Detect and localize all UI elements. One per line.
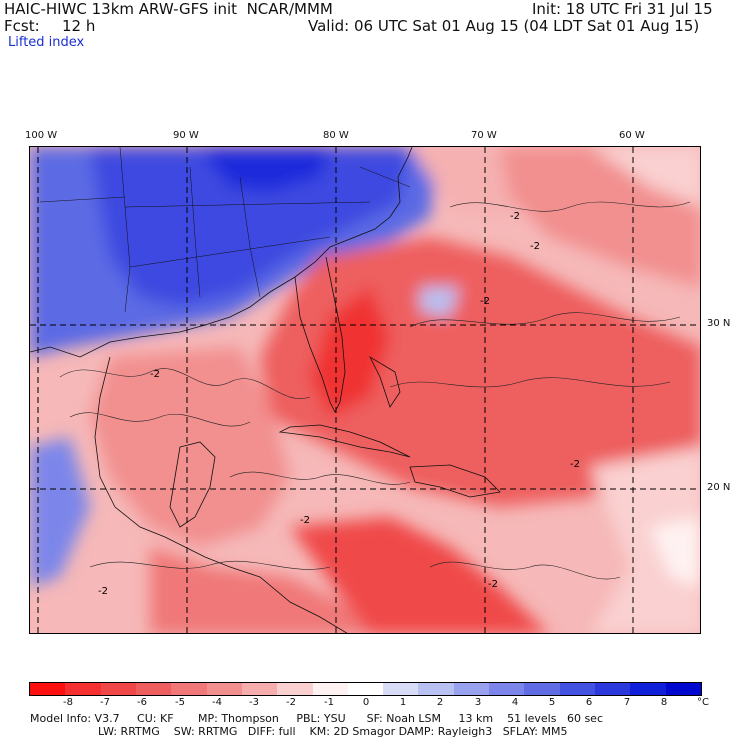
- colorbar-tick: -4: [212, 697, 222, 708]
- lon-label-70w: 70 W: [471, 130, 497, 141]
- valid-time: Valid: 06 UTC Sat 01 Aug 15 (04 LDT Sat …: [308, 17, 700, 35]
- colorbar-tick: -6: [137, 697, 147, 708]
- lat-label-30n: 30 N: [707, 318, 731, 329]
- colorbar-tick: -7: [100, 697, 110, 708]
- contour-label: -2: [530, 241, 540, 252]
- colorbar-swatch: [277, 683, 313, 695]
- lon-label-60w: 60 W: [619, 130, 645, 141]
- model-info-line1: Model Info: V3.7 CU: KF MP: Thompson PBL…: [30, 712, 603, 725]
- colorbar-tick: 7: [623, 697, 631, 708]
- forecast-hour: 12 h: [62, 17, 96, 35]
- colorbar: [29, 682, 702, 696]
- lifted-index-map: -2 -2 -2 -2 -2 -2 -2 -2: [29, 146, 701, 634]
- colorbar-tick: -3: [249, 697, 259, 708]
- colorbar-swatch: [383, 683, 419, 695]
- colorbar-tick: 0: [362, 697, 370, 708]
- lat-label-20n: 20 N: [707, 482, 731, 493]
- variable-name: Lifted index: [8, 35, 85, 50]
- colorbar-swatch: [30, 683, 66, 695]
- contour-label: -2: [300, 515, 310, 526]
- colorbar-swatch: [453, 683, 490, 695]
- contour-label: -2: [98, 586, 108, 597]
- colorbar-tick: 1: [399, 697, 407, 708]
- colorbar-tick: -2: [286, 697, 296, 708]
- colorbar-tick: -5: [175, 697, 185, 708]
- map-title: HAIC-HIWC 13km ARW-GFS init NCAR/MMM: [4, 0, 333, 18]
- forecast-label: Fcst:: [4, 17, 40, 35]
- colorbar-swatch: [206, 683, 242, 695]
- map-canvas: -2 -2 -2 -2 -2 -2 -2 -2: [30, 147, 700, 633]
- colorbar-swatch: [100, 683, 136, 695]
- lifted-index-contours: [59, 201, 691, 580]
- colorbar-tick: 3: [474, 697, 482, 708]
- colorbar-swatch: [241, 683, 278, 695]
- contour-label: -2: [480, 296, 490, 307]
- colorbar-swatch: [418, 683, 454, 695]
- lon-label-80w: 80 W: [323, 130, 349, 141]
- colorbar-swatch: [489, 683, 525, 695]
- init-time: Init: 18 UTC Fri 31 Jul 15: [532, 0, 713, 18]
- colorbar-tick: 6: [585, 697, 593, 708]
- colorbar-swatch: [312, 683, 348, 695]
- colorbar-unit: °C: [697, 697, 709, 708]
- lat-lon-grid: [30, 147, 700, 633]
- contour-label: -2: [510, 211, 520, 222]
- field-shading: [30, 147, 700, 633]
- contour-label: -2: [570, 459, 580, 470]
- contour-labels: -2 -2 -2 -2 -2 -2 -2 -2: [98, 211, 580, 597]
- colorbar-swatch: [347, 683, 384, 695]
- colorbar-tick: 2: [436, 697, 444, 708]
- lon-label-100w: 100 W: [25, 130, 58, 141]
- colorbar-swatch: [135, 683, 172, 695]
- colorbar-tick: 5: [548, 697, 556, 708]
- contour-label: -2: [488, 579, 498, 590]
- colorbar-swatch: [559, 683, 595, 695]
- contour-label: -2: [150, 369, 160, 380]
- colorbar-swatch: [524, 683, 560, 695]
- colorbar-swatch: [171, 683, 207, 695]
- lon-label-90w: 90 W: [173, 130, 199, 141]
- colorbar-tick: -1: [324, 697, 334, 708]
- colorbar-swatch: [65, 683, 101, 695]
- colorbar-tick: 8: [660, 697, 668, 708]
- coastlines: [30, 147, 501, 633]
- state-borders: [39, 147, 411, 313]
- colorbar-swatch: [630, 683, 666, 695]
- model-info-line2: LW: RRTMG SW: RRTMG DIFF: full KM: 2D Sm…: [98, 725, 568, 738]
- colorbar-tick: -8: [63, 697, 73, 708]
- colorbar-swatch: [665, 683, 701, 695]
- colorbar-tick: 4: [511, 697, 519, 708]
- colorbar-swatch: [595, 683, 631, 695]
